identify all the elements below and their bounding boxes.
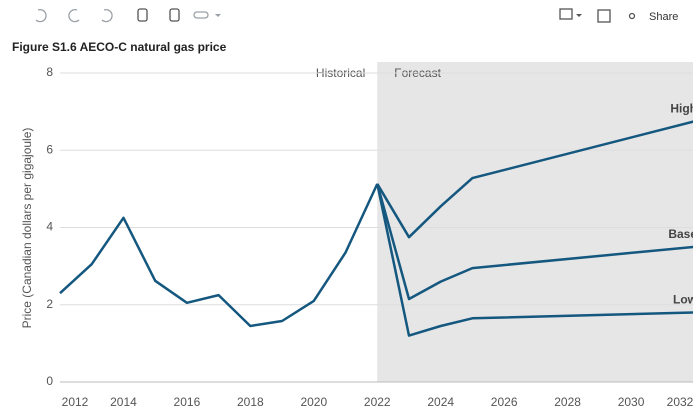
series-label: Base <box>668 227 693 241</box>
x-tick-label: 2020 <box>300 395 327 409</box>
x-tick-label: 2030 <box>618 395 645 409</box>
x-tick-label: 2012 <box>62 395 89 409</box>
x-tick-label: 2018 <box>237 395 264 409</box>
y-tick-label: 6 <box>46 142 53 156</box>
redo-icon[interactable] <box>68 8 80 23</box>
x-tick-label: 2022 <box>364 395 391 409</box>
pause-icon[interactable] <box>169 8 180 22</box>
x-tick-label: 2032 <box>667 395 693 409</box>
dropdown[interactable] <box>576 14 582 17</box>
chart-title: Figure S1.6 AECO-C natural gas price <box>12 40 227 54</box>
x-tick-label: 2016 <box>174 395 201 409</box>
y-tick-label: 0 <box>46 374 53 388</box>
y-tick-label: 8 <box>46 65 53 79</box>
undo-icon[interactable] <box>35 8 47 23</box>
series-line <box>376 183 693 301</box>
series-label: Low <box>673 293 693 307</box>
series-label: High <box>670 101 693 115</box>
x-tick-label: 2014 <box>110 395 137 409</box>
y-tick-label: 2 <box>46 297 53 311</box>
refresh-icon[interactable] <box>137 8 148 22</box>
series-line <box>376 120 693 239</box>
fullscreen-icon[interactable] <box>597 9 611 23</box>
series-line <box>59 183 379 328</box>
x-tick-label: 2028 <box>554 395 581 409</box>
dropdown[interactable] <box>215 14 221 17</box>
series-line <box>376 183 693 337</box>
share-icon[interactable] <box>628 12 636 20</box>
y-axis-label: Price (Canadian dollars per gigajoule) <box>20 128 34 329</box>
share-button[interactable]: Share <box>649 11 678 23</box>
y-tick-label: 4 <box>46 220 53 234</box>
x-tick-label: 2026 <box>491 395 518 409</box>
view-icon[interactable] <box>193 11 209 19</box>
revert-icon[interactable] <box>101 8 113 23</box>
download-icon[interactable] <box>559 8 573 20</box>
toolbar: Share <box>35 8 678 23</box>
x-tick-label: 2024 <box>427 395 454 409</box>
